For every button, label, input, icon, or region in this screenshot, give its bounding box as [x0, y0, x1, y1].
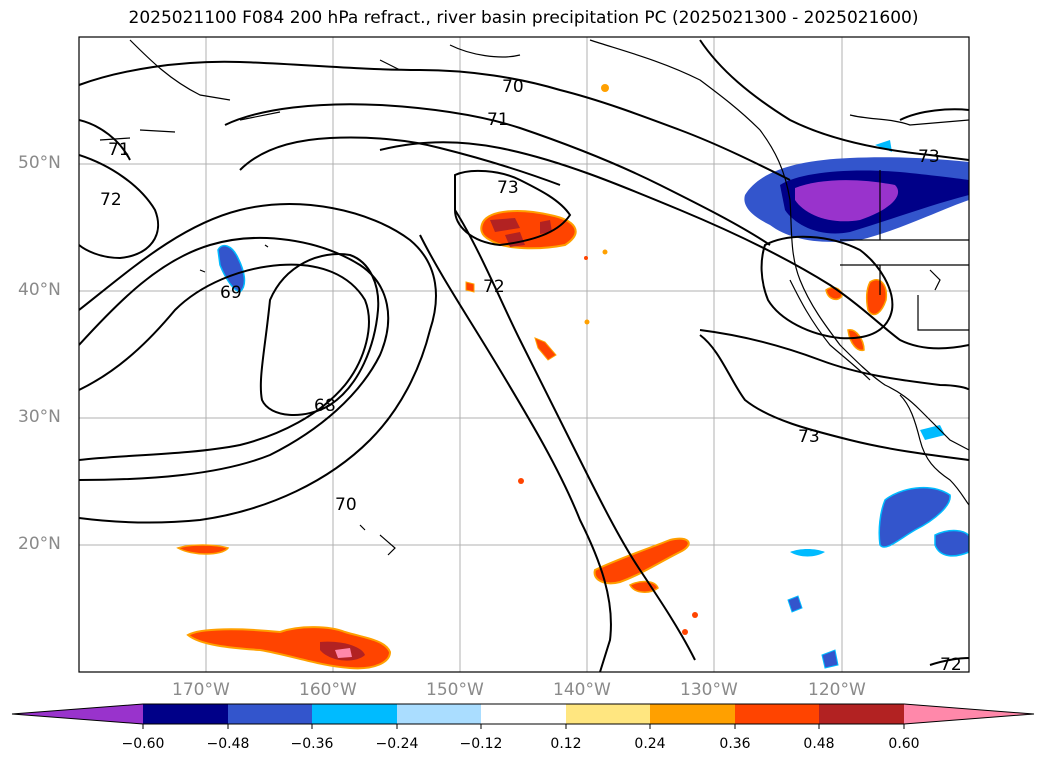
contour-label: 72: [940, 655, 962, 675]
colorbar-tick-label: 0.60: [888, 736, 920, 752]
map-frame: [78, 36, 970, 673]
contour-label: 68: [314, 396, 336, 416]
contour-label: 73: [918, 147, 940, 167]
colorbar-tick-label: −0.12: [459, 736, 503, 752]
map-title: 2025021100 F084 200 hPa refract., river …: [128, 8, 919, 28]
lon-label: 120°W: [808, 680, 866, 700]
colorbar-tick-label: −0.60: [121, 736, 165, 752]
lon-label: 130°W: [680, 680, 738, 700]
contour-label: 71: [108, 140, 130, 160]
contour-labels: 70 71 72 73 71 72 69 68 70 73 72 73: [100, 77, 962, 675]
lat-label: 40°N: [18, 280, 61, 300]
colorbar-tick-label: −0.48: [206, 736, 250, 752]
colorbar-over: [904, 704, 1034, 724]
contour-label: 70: [502, 77, 524, 97]
lat-label: 20°N: [18, 534, 61, 554]
map-area: 70 71 72 73 71 72 69 68 70 73 72 73: [79, 37, 969, 675]
lon-label: 170°W: [172, 680, 230, 700]
lon-label: 160°W: [299, 680, 357, 700]
lat-label: 30°N: [18, 407, 61, 427]
colorbar-tick-label: 0.36: [719, 736, 751, 752]
colorbar-tick-label: −0.24: [375, 736, 419, 752]
contour-label: 71: [487, 110, 509, 130]
colorbar-tick-label: 0.24: [634, 736, 666, 752]
lon-label: 140°W: [553, 680, 611, 700]
colorbar: [11, 703, 1035, 729]
colorbar-tick-label: −0.36: [290, 736, 334, 752]
coastlines: [99, 39, 969, 556]
contour-label: 73: [497, 178, 519, 198]
contour-label: 73: [798, 427, 820, 447]
lon-label: 150°W: [426, 680, 484, 700]
colorbar-tick-label: 0.48: [803, 736, 835, 752]
contour-label: 72: [100, 190, 122, 210]
contour-label: 72: [483, 277, 505, 297]
contour-label: 69: [220, 283, 242, 303]
colorbar-tick-label: 0.12: [550, 736, 582, 752]
contour-label: 70: [335, 495, 357, 515]
colorbar-under: [12, 704, 143, 724]
lat-label: 50°N: [18, 153, 61, 173]
contours: [79, 39, 969, 672]
